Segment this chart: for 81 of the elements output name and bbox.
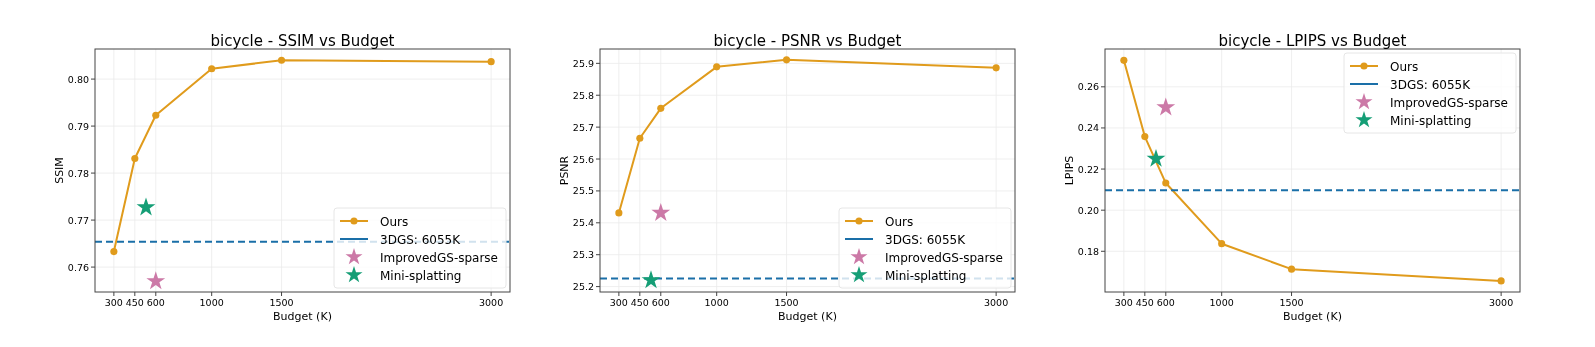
point (651, 203, 671, 221)
point (657, 104, 665, 112)
point (136, 197, 156, 216)
x-tick-label: 300 (609, 297, 628, 308)
y-tick-label: 0.80 (67, 73, 89, 85)
legend-label: 3DGS: 6055K (885, 232, 967, 247)
legend-label: Ours (1390, 59, 1419, 74)
x-tick-label: 450 (125, 297, 144, 308)
y-axis-title: PSNR (558, 155, 571, 186)
point (131, 154, 139, 163)
y-axis-title: LPIPS (1063, 155, 1076, 186)
y-axis-title: SSIM (53, 157, 66, 184)
y-tick-label: 25.4 (572, 217, 594, 229)
point (1218, 240, 1226, 248)
x-axis-title: Budget (K) (273, 310, 332, 323)
point (152, 111, 160, 119)
y-tick-label: 25.8 (572, 89, 594, 101)
x-axis-title: Budget (K) (1283, 310, 1342, 323)
point (1141, 133, 1149, 141)
x-tick-label: 300 (104, 297, 123, 308)
point (1156, 97, 1176, 116)
y-tick-label: 0.24 (1077, 122, 1099, 134)
legend-label: Mini-splatting (1390, 113, 1472, 128)
y-tick-label: 0.20 (1077, 204, 1099, 216)
x-tick-label: 1000 (1209, 297, 1234, 308)
y-tick-label: 0.76 (67, 261, 89, 273)
y-tick-label: 25.3 (572, 249, 594, 261)
legend-label: Mini-splatting (885, 268, 967, 283)
point (277, 56, 286, 64)
y-tick-label: 0.22 (1077, 163, 1099, 175)
y-tick-label: 25.9 (572, 57, 594, 69)
x-tick-label: 450 (630, 297, 649, 308)
x-tick-label: 3000 (1489, 297, 1514, 308)
point (636, 134, 644, 142)
x-tick-label: 1500 (269, 297, 294, 308)
legend-label: Ours (885, 214, 914, 229)
y-tick-label: 0.78 (67, 167, 89, 179)
x-tick-label: 3000 (984, 297, 1009, 308)
legend-label: 3DGS: 6055K (380, 232, 462, 247)
point (208, 65, 216, 73)
y-tick-label: 0.26 (1077, 81, 1099, 93)
x-tick-label: 600 (651, 297, 670, 308)
y-tick-label: 25.5 (572, 185, 594, 197)
point (615, 209, 623, 217)
x-tick-label: 600 (1156, 297, 1175, 308)
point (1497, 277, 1505, 285)
point (641, 270, 661, 289)
x-tick-label: 1000 (199, 297, 224, 308)
legend-label: ImprovedGS-sparse (380, 250, 498, 265)
point (110, 248, 118, 256)
y-tick-label: 25.6 (572, 153, 594, 165)
point (487, 58, 495, 66)
point (713, 63, 721, 71)
chart-title: bicycle - SSIM vs Budget (210, 32, 395, 50)
point (1120, 56, 1128, 64)
point (1146, 148, 1166, 167)
y-tick-label: 0.18 (1077, 245, 1099, 257)
x-tick-label: 300 (1114, 297, 1133, 308)
y-tick-label: 25.7 (572, 121, 594, 133)
chart-title: bicycle - PSNR vs Budget (713, 32, 902, 50)
x-tick-label: 3000 (479, 297, 504, 308)
x-axis-title: Budget (K) (778, 310, 837, 323)
point (782, 56, 791, 64)
point (146, 271, 166, 290)
legend-label: Ours (380, 214, 409, 229)
chart-title: bicycle - LPIPS vs Budget (1218, 32, 1407, 50)
x-tick-label: 600 (146, 297, 165, 308)
x-tick-label: 450 (1135, 297, 1154, 308)
legend-label: ImprovedGS-sparse (1390, 95, 1508, 110)
x-tick-label: 1500 (1279, 297, 1304, 308)
point (1162, 179, 1170, 187)
legend-label: 3DGS: 6055K (1390, 77, 1472, 92)
y-tick-label: 0.79 (67, 120, 89, 132)
point (1287, 265, 1296, 273)
legend-label: Mini-splatting (380, 268, 462, 283)
legend-label: ImprovedGS-sparse (885, 250, 1003, 265)
x-tick-label: 1000 (704, 297, 729, 308)
y-tick-label: 0.77 (67, 214, 89, 226)
x-tick-label: 1500 (774, 297, 799, 308)
point (992, 64, 1000, 72)
y-tick-label: 25.2 (572, 281, 594, 293)
